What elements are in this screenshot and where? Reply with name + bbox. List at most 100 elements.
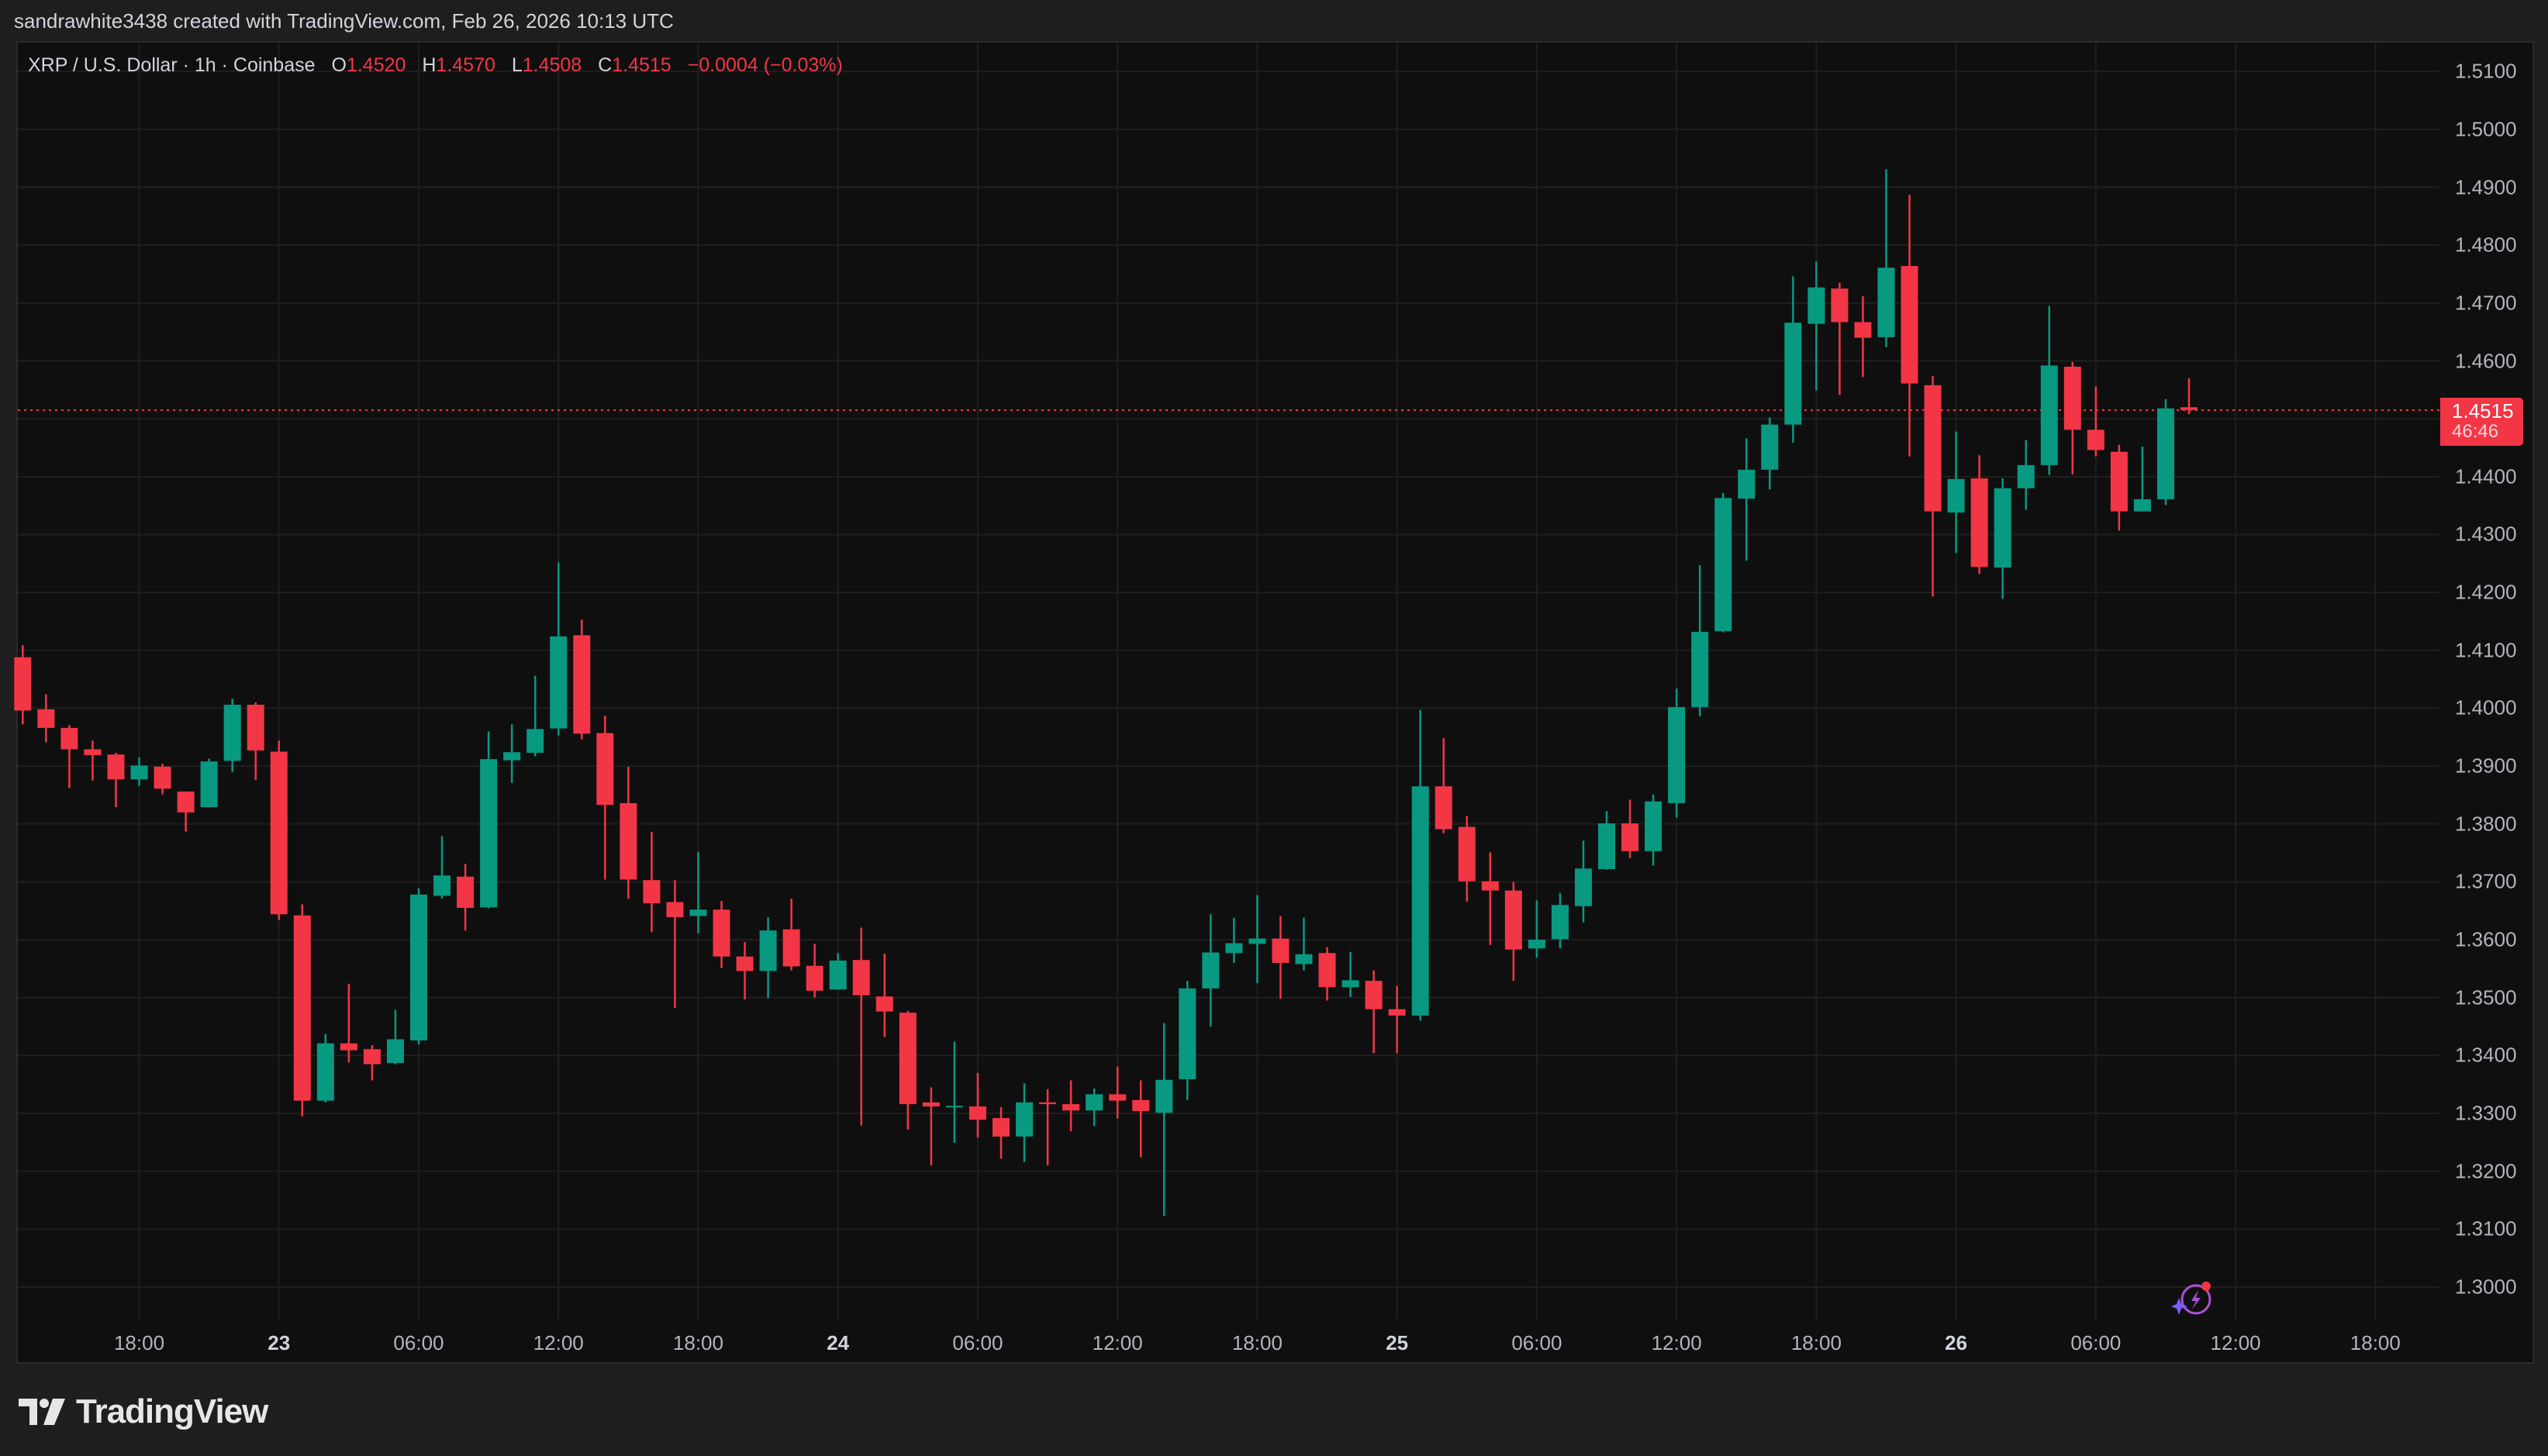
candle-up[interactable] — [1598, 811, 1616, 870]
candle-up[interactable] — [1877, 169, 1895, 347]
candle-down[interactable] — [60, 725, 78, 788]
candle-up[interactable] — [1155, 1023, 1173, 1216]
candle-up[interactable] — [2133, 446, 2151, 512]
candle-up[interactable] — [1738, 438, 1756, 561]
candle-up[interactable] — [200, 758, 218, 808]
candle-down[interactable] — [620, 766, 637, 899]
candle-up[interactable] — [1295, 917, 1313, 971]
candle-down[interactable] — [270, 740, 288, 920]
candle-down[interactable] — [1831, 282, 1849, 395]
candle-down[interactable] — [2063, 361, 2081, 474]
candle-down[interactable] — [84, 740, 102, 781]
candle-down[interactable] — [1388, 985, 1406, 1054]
candle-up[interactable] — [1574, 840, 1592, 923]
candle-down[interactable] — [992, 1106, 1010, 1159]
candle-up[interactable] — [527, 675, 544, 757]
candle-up[interactable] — [829, 953, 847, 990]
candle-down[interactable] — [37, 694, 55, 743]
candle-up[interactable] — [1645, 794, 1662, 866]
candle-up[interactable] — [503, 724, 521, 783]
candle-down[interactable] — [1109, 1066, 1127, 1119]
candle-down[interactable] — [1901, 195, 1918, 457]
candle-up[interactable] — [386, 1009, 404, 1064]
candle-up[interactable] — [1714, 492, 1732, 633]
candle-down[interactable] — [643, 832, 661, 933]
candle-up[interactable] — [689, 851, 707, 933]
candle-up[interactable] — [223, 699, 241, 772]
candle-up[interactable] — [1411, 709, 1429, 1021]
candle-down[interactable] — [293, 904, 311, 1116]
candle-down[interactable] — [1504, 882, 1522, 982]
tradingview-logo[interactable]: TradingView — [19, 1392, 268, 1431]
candle-down[interactable] — [968, 1072, 986, 1138]
candle-down[interactable] — [1272, 916, 1290, 999]
candle-up[interactable] — [1668, 688, 1686, 818]
candle-down[interactable] — [713, 901, 730, 968]
candle-up[interactable] — [1551, 892, 1569, 949]
candle-down[interactable] — [1970, 455, 1988, 574]
candle-up[interactable] — [2017, 440, 2035, 510]
candle-down[interactable] — [1365, 970, 1383, 1054]
candle-down[interactable] — [1318, 947, 1336, 1001]
candle-up[interactable] — [1784, 276, 1802, 443]
candle-up[interactable] — [409, 888, 427, 1045]
candle-down[interactable] — [363, 1044, 381, 1081]
candle-down[interactable] — [875, 954, 893, 1037]
candle-down[interactable] — [852, 927, 870, 1126]
candle-down[interactable] — [2180, 378, 2198, 415]
candle-down[interactable] — [14, 645, 32, 725]
candle-up[interactable] — [550, 562, 568, 736]
candle-down[interactable] — [899, 1010, 917, 1130]
candle-up[interactable] — [1528, 900, 1545, 958]
symbol-legend[interactable]: XRP / U.S. Dollar · 1h · Coinbase O1.452… — [28, 54, 843, 77]
candle-up[interactable] — [1807, 261, 1825, 391]
candle-down[interactable] — [573, 619, 591, 740]
candle-up[interactable] — [1202, 914, 1220, 1027]
candle-up[interactable] — [1341, 951, 1359, 998]
candle-down[interactable] — [1062, 1080, 1080, 1132]
candle-up[interactable] — [945, 1041, 963, 1144]
candle-up[interactable] — [1691, 565, 1709, 716]
candle-up[interactable] — [316, 1033, 334, 1102]
candle-down[interactable] — [340, 983, 357, 1063]
candle-down[interactable] — [154, 764, 171, 795]
candle-down[interactable] — [666, 880, 684, 1009]
candle-down[interactable] — [736, 942, 754, 999]
candle-down[interactable] — [107, 752, 125, 808]
assistant-lightning-icon[interactable] — [2171, 1281, 2215, 1321]
candle-up[interactable] — [1248, 895, 1266, 984]
candle-down[interactable] — [2087, 386, 2104, 457]
candle-up[interactable] — [1225, 917, 1243, 963]
candle-down[interactable] — [806, 944, 823, 998]
candle-up[interactable] — [1179, 981, 1196, 1100]
candle-up[interactable] — [1086, 1088, 1103, 1127]
candle-down[interactable] — [1132, 1080, 1150, 1158]
candle-down[interactable] — [2110, 444, 2128, 531]
candle-up[interactable] — [2040, 305, 2058, 475]
candle-up[interactable] — [2156, 399, 2174, 505]
candle-down[interactable] — [457, 864, 475, 931]
candle-up[interactable] — [433, 836, 451, 899]
candle-down[interactable] — [1854, 295, 1872, 378]
candle-down[interactable] — [922, 1087, 940, 1166]
chart-frame[interactable] — [16, 41, 2534, 1364]
candle-up[interactable] — [1994, 478, 2011, 599]
symbol-title[interactable]: XRP / U.S. Dollar · 1h · Coinbase — [28, 54, 316, 76]
candle-down[interactable] — [782, 899, 800, 971]
candle-down[interactable] — [1458, 816, 1476, 902]
candle-up[interactable] — [1761, 417, 1779, 490]
candle-up[interactable] — [1947, 431, 1965, 554]
candle-down[interactable] — [247, 702, 264, 781]
candle-up[interactable] — [1016, 1083, 1034, 1162]
candle-down[interactable] — [1621, 799, 1639, 858]
candle-up[interactable] — [759, 916, 777, 999]
candle-up[interactable] — [480, 731, 498, 909]
candle-down[interactable] — [1481, 852, 1499, 945]
candle-down[interactable] — [1039, 1089, 1057, 1166]
candle-down[interactable] — [596, 716, 614, 880]
candle-down[interactable] — [177, 791, 195, 832]
candle-down[interactable] — [1924, 375, 1942, 597]
candle-down[interactable] — [1435, 738, 1452, 833]
candle-up[interactable] — [130, 757, 148, 786]
